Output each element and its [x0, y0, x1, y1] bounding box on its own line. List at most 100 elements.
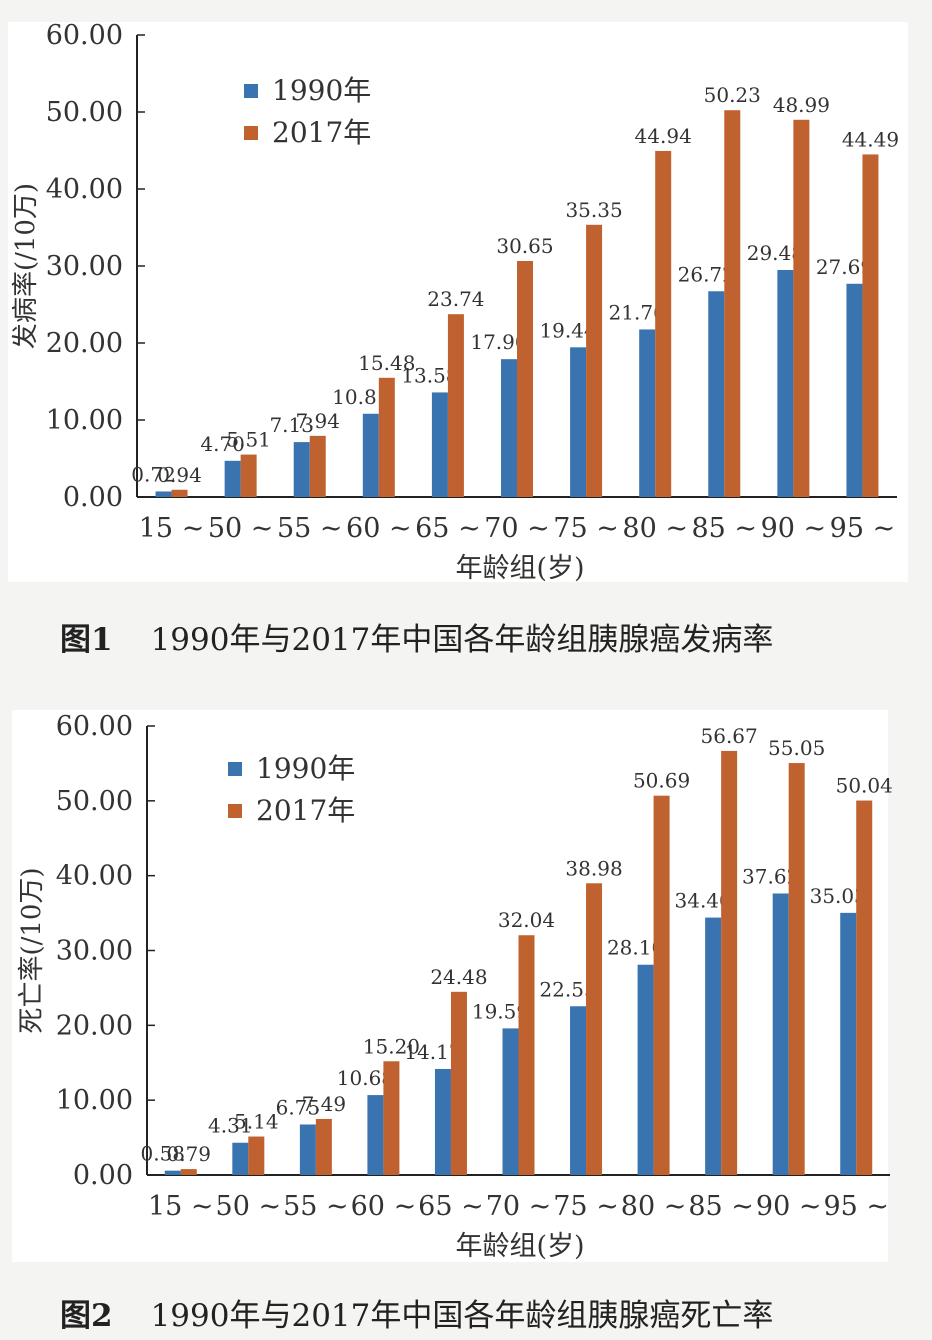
y-tick-label: 60.00 — [56, 711, 133, 742]
x-tick-label: 50 ~ — [216, 1191, 282, 1222]
bar-2017 — [655, 150, 672, 497]
data-label: 30.65 — [496, 234, 553, 258]
figure-caption: 图1 1990年与2017年中国各年龄组胰腺癌发病率 — [60, 614, 773, 659]
bar-1990 — [224, 460, 241, 497]
bar-1990 — [570, 1006, 587, 1175]
figure-number: 图2 — [60, 1298, 113, 1334]
data-label: 6.75 — [276, 1095, 321, 1119]
y-tick-label: 10.00 — [46, 405, 123, 436]
bar-2017 — [862, 154, 879, 497]
data-label: 15.48 — [358, 351, 415, 375]
bar-1990 — [639, 329, 656, 497]
bar-2017 — [788, 763, 805, 1175]
bar-1990 — [434, 1068, 451, 1175]
bar-2017 — [383, 1061, 400, 1175]
y-tick-label: 0.00 — [63, 482, 123, 513]
x-tick-label: 80 ~ — [621, 1191, 687, 1222]
bar-1990 — [164, 1170, 181, 1175]
bar-2017 — [248, 1136, 265, 1175]
data-label: 0.79 — [167, 1142, 212, 1166]
data-label: 44.49 — [842, 127, 899, 151]
y-tick-label: 30.00 — [56, 936, 133, 967]
data-label: 50.04 — [836, 774, 893, 798]
bar-2017 — [586, 883, 603, 1175]
y-axis-title: 死亡率(/10万) — [17, 867, 47, 1033]
legend-swatch — [228, 762, 242, 776]
x-tick-label: 90 ~ — [761, 513, 827, 544]
bar-1990 — [299, 1124, 316, 1175]
data-label: 23.74 — [427, 287, 484, 311]
figure-2: 0.00 10.00 20.00 30.00 40.00 50.00 60.00 死亡率(/1… — [0, 700, 932, 1340]
x-tick-label: 95 ~ — [823, 1191, 889, 1222]
y-tick-label: 40.00 — [56, 861, 133, 892]
y-tick-label: 10.00 — [56, 1085, 133, 1116]
data-label: 7.94 — [295, 409, 340, 433]
bar-1990 — [367, 1095, 384, 1175]
x-tick-label: 60 ~ — [351, 1191, 417, 1222]
data-label: 0.58 — [141, 1142, 186, 1166]
bar-1990 — [431, 392, 448, 497]
legend-swatch — [244, 84, 258, 98]
bar-1990 — [570, 347, 587, 497]
bar-2017 — [517, 260, 533, 497]
bar-1990 — [777, 270, 794, 497]
data-label: 55.05 — [768, 736, 825, 760]
bar-1990 — [846, 283, 863, 497]
figure-caption: 图2 1990年与2017年中国各年龄组胰腺癌死亡率 — [60, 1290, 773, 1335]
x-axis-title: 年龄组(岁) — [455, 1231, 584, 1262]
y-tick-label: 40.00 — [46, 174, 123, 205]
bar-1990 — [501, 359, 517, 497]
bar-2017 — [447, 314, 464, 497]
x-tick-label: 70 ~ — [484, 513, 550, 544]
data-label: 5.14 — [234, 1110, 279, 1134]
x-tick-label: 65 ~ — [415, 513, 481, 544]
data-label: 4.70 — [200, 432, 245, 456]
bar-1990 — [362, 413, 379, 497]
bar-1990 — [232, 1142, 249, 1175]
data-label: 35.35 — [565, 198, 622, 222]
x-axis-title: 年龄组(岁) — [455, 553, 584, 584]
bar-2017 — [378, 377, 395, 497]
bar-2017 — [518, 935, 535, 1175]
data-label: 56.67 — [701, 724, 758, 748]
data-label: 7.13 — [269, 413, 314, 437]
bar-1990 — [637, 964, 654, 1175]
legend-swatch — [244, 126, 258, 140]
data-label: 5.51 — [226, 428, 271, 452]
data-label: 48.99 — [773, 93, 830, 117]
legend-label: 1990年 — [272, 74, 371, 107]
x-tick-label: 55 ~ — [277, 513, 343, 544]
bar-1990 — [840, 912, 857, 1175]
bar-1990 — [155, 491, 172, 497]
data-label: 4.31 — [208, 1114, 253, 1138]
y-tick-label: 60.00 — [46, 20, 123, 51]
bar-2017 — [180, 1169, 197, 1175]
bar-2017 — [309, 435, 326, 497]
y-tick-label: 50.00 — [56, 786, 133, 817]
bar-2017 — [653, 795, 670, 1175]
y-tick-label: 20.00 — [56, 1010, 133, 1041]
data-label: 0.94 — [157, 463, 202, 487]
x-tick-label: 55 ~ — [283, 1191, 349, 1222]
bar-2017 — [171, 489, 188, 497]
x-tick-label: 90 ~ — [756, 1191, 822, 1222]
bar-2017 — [240, 454, 257, 497]
incidence-chart: 0.00 10.00 20.00 30.00 40.00 50.00 60.00 发病率(/1… — [11, 20, 899, 584]
y-tick-label: 30.00 — [46, 251, 123, 282]
bar-2017 — [856, 800, 873, 1175]
x-tick-label: 60 ~ — [346, 513, 412, 544]
legend-label: 2017年 — [272, 116, 371, 149]
y-tick-label: 50.00 — [46, 97, 123, 128]
bar-1990 — [772, 893, 789, 1175]
data-label: 38.98 — [565, 856, 622, 880]
bar-1990 — [708, 291, 725, 497]
data-label: 15.20 — [363, 1034, 420, 1058]
figure-1: 0.00 10.00 20.00 30.00 40.00 50.00 60.00 发病率(/1… — [8, 20, 908, 659]
mortality-chart: 0.00 10.00 20.00 30.00 40.00 50.00 60.00 死亡率(/1… — [17, 711, 893, 1262]
y-tick-label: 20.00 — [46, 328, 123, 359]
bar-2017 — [721, 750, 738, 1175]
x-tick-label: 65 ~ — [418, 1191, 484, 1222]
bar-2017 — [450, 991, 467, 1175]
x-tick-label: 80 ~ — [622, 513, 688, 544]
data-label: 50.23 — [704, 83, 761, 107]
